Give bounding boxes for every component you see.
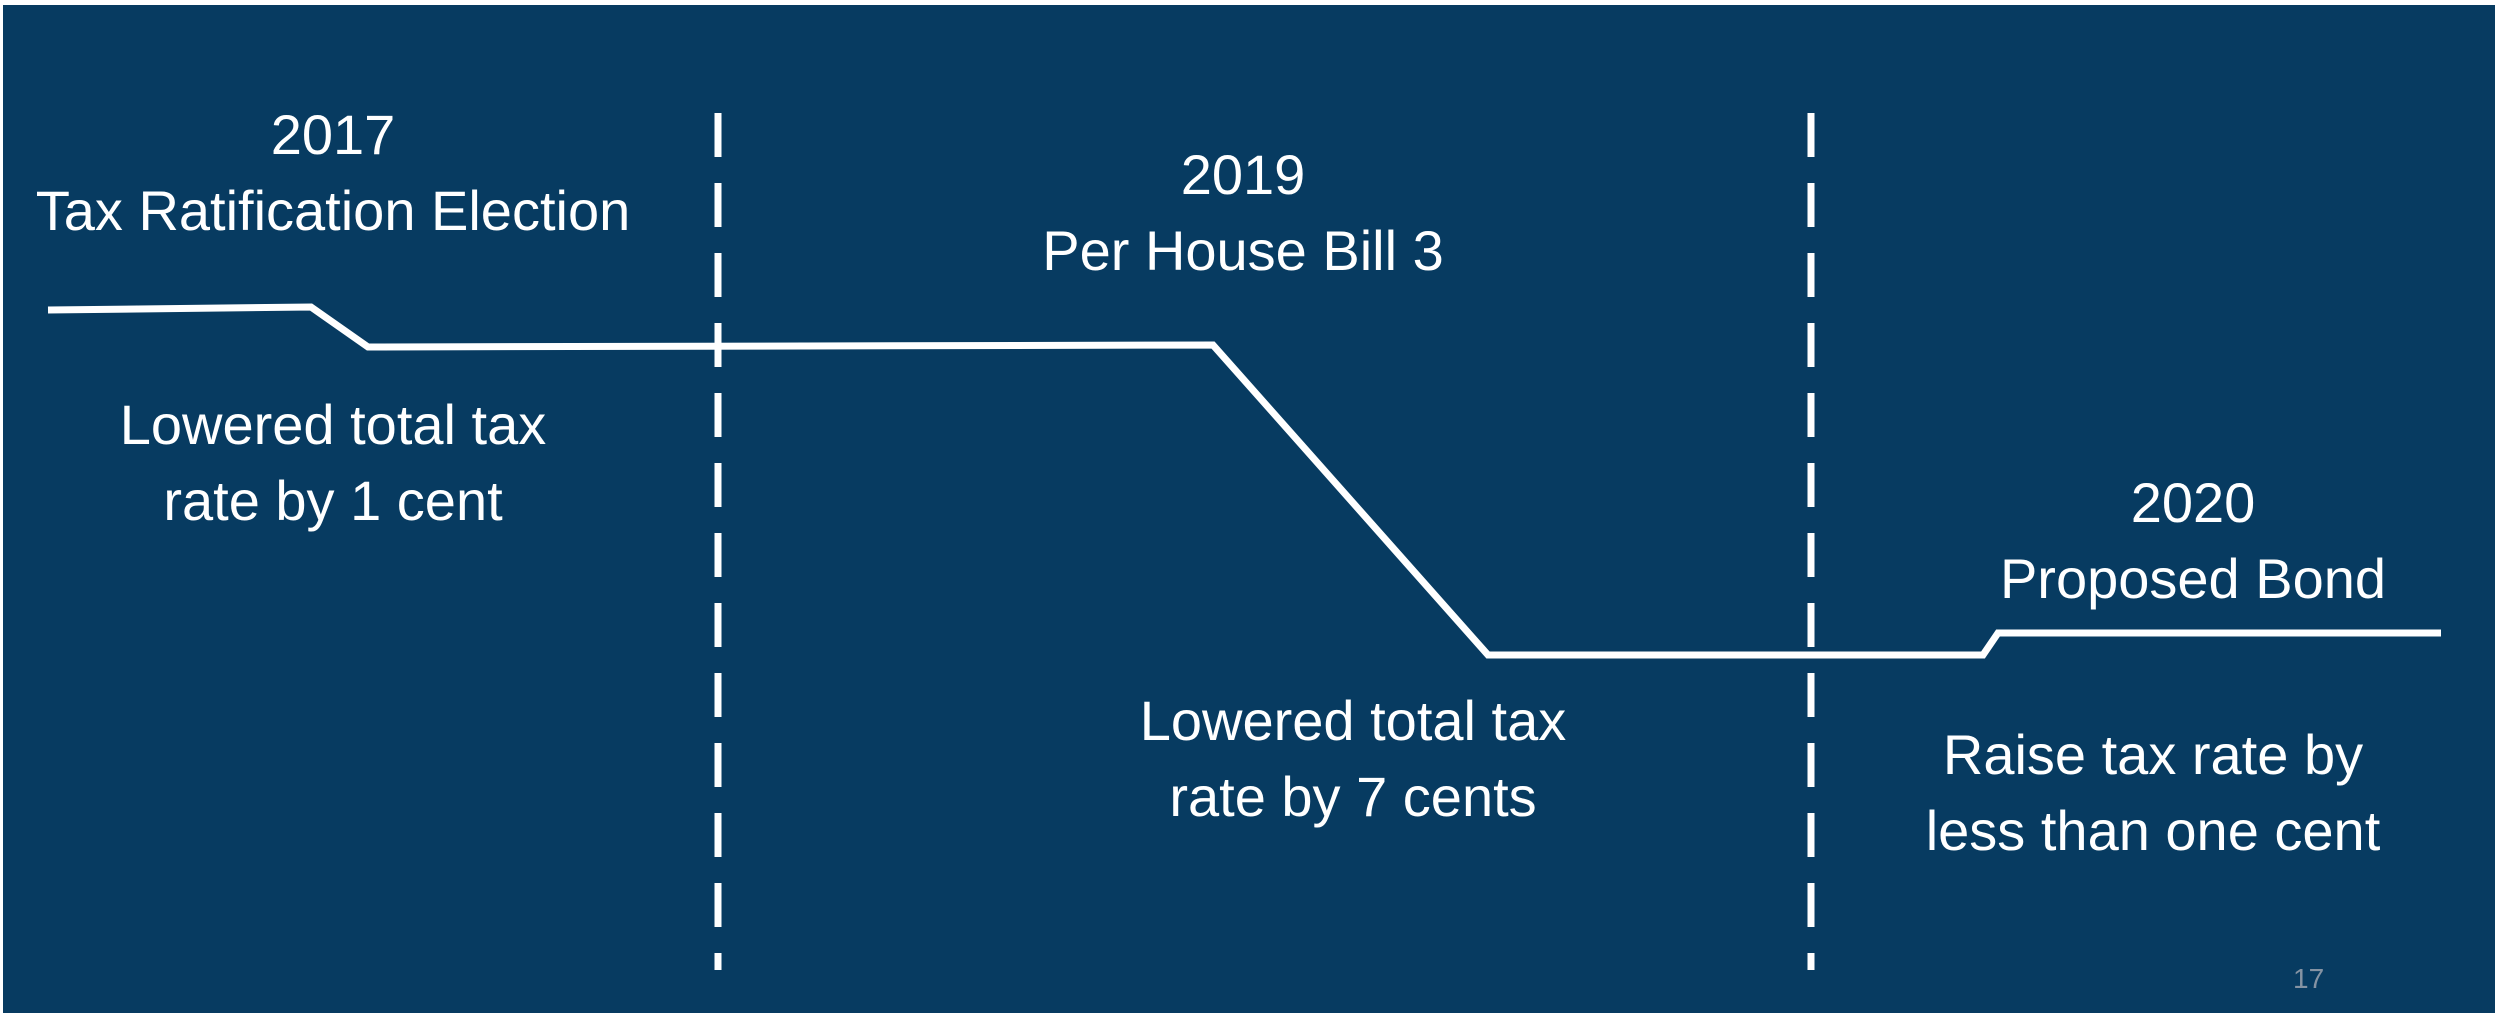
slide: 2017 Tax Ratification Election Lowered t… [3,5,2495,1013]
period-2020-event: Proposed Bond [1999,547,2387,610]
tax-rate-timeline [47,113,2441,970]
period-2020-year: 2020 [2130,471,2256,534]
tax-rate-line [47,303,2441,659]
period-2017-header: 2017 Tax Ratification Election [13,97,653,249]
period-2020-note: Raise tax rate by less than one cent [1873,717,2433,869]
period-2019-header: 2019 Per House Bill 3 [943,137,1543,289]
period-2019-note: Lowered total tax rate by 7 cents [1053,683,1653,835]
period-2019-note-line2: rate by 7 cents [1169,765,1537,828]
period-2017-note: Lowered total tax rate by 1 cent [33,387,633,539]
page-number: 17 [2293,963,2325,994]
period-2017-note-line1: Lowered total tax [119,393,547,456]
period-2017-year: 2017 [270,103,396,166]
period-2017-event: Tax Ratification Election [35,179,631,242]
period-2019-year: 2019 [1180,143,1306,206]
period-2019-note-line1: Lowered total tax [1139,689,1567,752]
period-2020-note-line2: less than one cent [1925,799,2381,862]
period-2020-header: 2020 Proposed Bond [1913,465,2473,617]
period-2019-event: Per House Bill 3 [1042,219,1444,282]
period-2020-note-line1: Raise tax rate by [1942,723,2364,786]
period-2017-note-line2: rate by 1 cent [163,469,503,532]
